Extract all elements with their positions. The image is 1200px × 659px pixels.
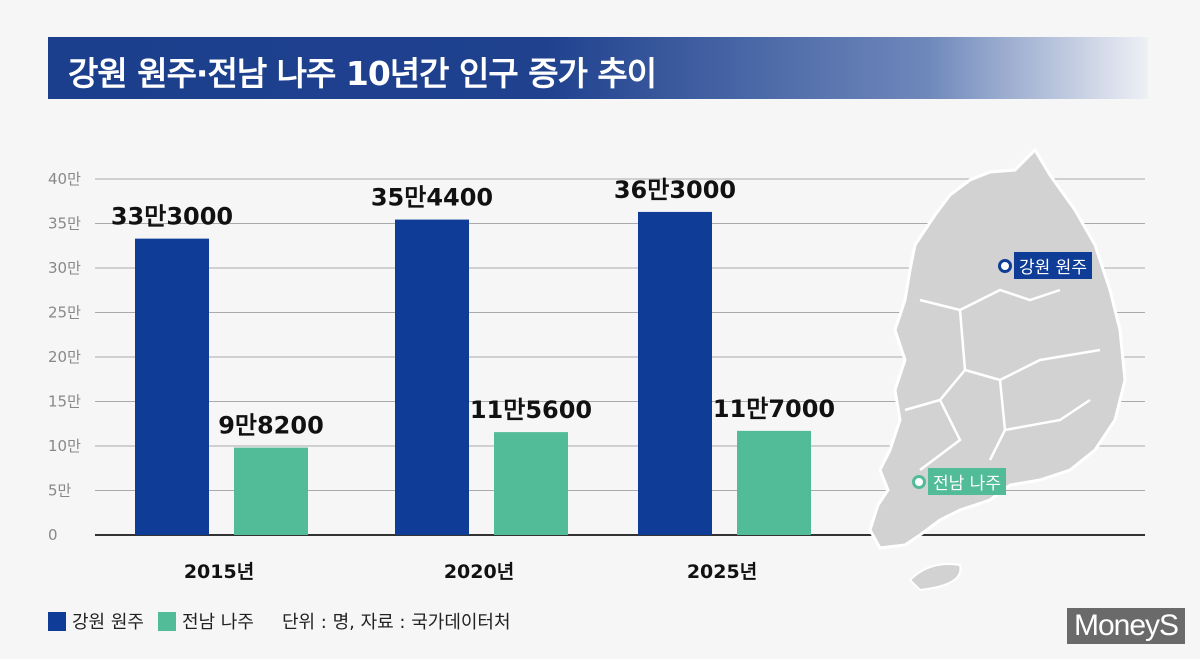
bar-naju xyxy=(737,430,811,535)
legend: 강원 원주 전남 나주 단위 : 명, 자료 : 국가데이터처 xyxy=(48,608,511,634)
title-banner: 강원 원주·전남 나주 10년간 인구 증가 추이 xyxy=(48,37,1148,99)
korea-map-shape xyxy=(868,147,1127,550)
legend-swatch-wonju xyxy=(48,611,66,631)
map-label-wonju: 강원 원주 xyxy=(1014,252,1092,279)
province-borders xyxy=(904,288,1101,471)
bar-wonju xyxy=(395,219,469,536)
y-tick-label: 0 xyxy=(48,526,58,544)
y-tick-label: 10만 xyxy=(48,437,81,455)
data-label: 11만7000 xyxy=(713,395,835,423)
map-label-naju: 전남 나주 xyxy=(928,468,1006,495)
x-tick-label: 2025년 xyxy=(687,561,757,583)
y-tick-label: 40만 xyxy=(48,170,81,188)
moneys-logo: MoneyS xyxy=(1067,608,1185,644)
source-note: 단위 : 명, 자료 : 국가데이터처 xyxy=(281,612,511,633)
data-label: 36만3000 xyxy=(614,176,736,204)
naju-marker-icon xyxy=(912,475,926,489)
bar-naju xyxy=(494,432,568,535)
korea-map xyxy=(868,147,1127,592)
wonju-marker-icon xyxy=(998,259,1012,273)
y-tick-label: 25만 xyxy=(48,304,81,322)
legend-label-wonju: 강원 원주 xyxy=(72,612,144,633)
y-tick-label: 15만 xyxy=(48,393,81,411)
x-tick-label: 2020년 xyxy=(444,561,514,583)
bar-wonju xyxy=(135,238,209,535)
legend-swatch-naju xyxy=(157,611,176,631)
x-tick-label: 2015년 xyxy=(184,561,254,583)
y-tick-label: 35만 xyxy=(48,215,81,233)
data-label: 11만5600 xyxy=(470,396,592,424)
bar-wonju xyxy=(638,211,712,535)
y-tick-label: 20만 xyxy=(48,348,81,366)
data-label: 9만8200 xyxy=(218,412,324,440)
data-label: 33만3000 xyxy=(111,203,233,231)
legend-label-naju: 전남 나주 xyxy=(181,612,254,633)
y-tick-label: 5만 xyxy=(48,482,72,500)
y-tick-label: 30만 xyxy=(48,259,81,277)
bar-naju xyxy=(234,447,308,535)
data-label: 35만4400 xyxy=(371,184,493,212)
jeju-island xyxy=(908,563,962,592)
chart-title: 강원 원주·전남 나주 10년간 인구 증가 추이 xyxy=(68,54,657,93)
